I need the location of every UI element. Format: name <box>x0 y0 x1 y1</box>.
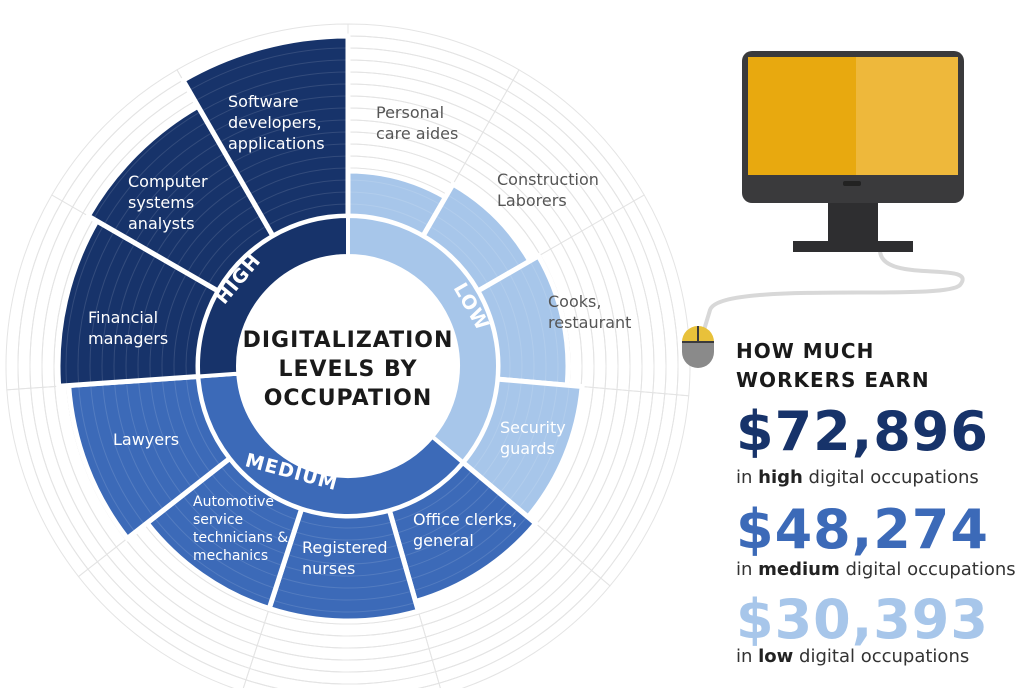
occupation-label: Security guards <box>500 418 566 458</box>
wheel-grid-ring <box>435 569 602 684</box>
wheel-title-line-2: LEVELS BY <box>278 357 417 382</box>
sector-grid <box>206 83 349 123</box>
earnings-heading-line-2: WORKERS EARN <box>736 368 930 392</box>
high-earnings-amount: $72,896 <box>736 400 989 463</box>
monitor-neck <box>828 203 878 241</box>
monitor-screen <box>748 57 856 175</box>
computer-mouse-icon <box>682 326 714 368</box>
sector-grid <box>266 203 349 227</box>
occupation-label: Lawyers <box>113 430 179 449</box>
medium-earnings-amount: $48,274 <box>736 498 989 561</box>
sector-grid <box>236 143 349 175</box>
occupation-label: Construction Laborers <box>497 170 599 210</box>
monitor-screen-highlight <box>856 57 958 175</box>
occupation-label: Automotive service technicians & mechanics <box>193 494 288 564</box>
sector-grid <box>248 167 349 195</box>
sector-grid <box>254 179 349 206</box>
wheel-grid-ring <box>581 392 666 572</box>
sector-grid <box>194 59 349 102</box>
sector-grid <box>230 131 349 164</box>
sector-grid <box>188 47 349 92</box>
sector-grid <box>224 119 349 154</box>
mouse-cable <box>702 249 965 331</box>
sector-grid <box>200 71 349 112</box>
high-earnings-description: in high digital occupations <box>736 467 979 488</box>
earnings-panel: HOW MUCH WORKERS EARN $72,896 in high di… <box>736 0 1024 688</box>
wheel-grid-ring <box>245 667 440 688</box>
low-earnings-description: in low digital occupations <box>736 646 970 667</box>
wheel-grid-ring <box>438 577 611 688</box>
earnings-heading: HOW MUCH WORKERS EARN <box>736 337 1006 395</box>
desktop-computer-icon <box>682 51 965 368</box>
sector-grid <box>242 155 349 185</box>
sector-grid <box>212 95 349 133</box>
sector-grid <box>260 191 349 216</box>
wheel-grid-ring <box>252 644 433 673</box>
wheel-title-line-3: OCCUPATION <box>264 386 433 411</box>
wheel-grid-ring <box>612 206 667 395</box>
earnings-heading-line-1: HOW MUCH <box>736 339 875 363</box>
monitor-button <box>843 181 861 186</box>
wheel-grid-ring <box>260 622 427 649</box>
wheel-center <box>238 256 458 476</box>
occupation-label: Financial managers <box>88 308 168 348</box>
occupation-label: Cooks, restaurant <box>548 292 631 332</box>
wheel-grid-ring <box>347 47 508 102</box>
wheel-grid-ring <box>249 656 437 685</box>
sector-grid <box>218 107 349 143</box>
occupation-label: Personal care aides <box>376 103 458 143</box>
wheel-grid-ring <box>256 633 430 661</box>
occupation-label: Computer systems analysts <box>128 172 208 233</box>
monitor-stand <box>793 241 913 252</box>
occupation-label: Office clerks, general <box>413 510 517 550</box>
medium-earnings-description: in medium digital occupations <box>736 559 1016 580</box>
occupation-label: Software developers, applications <box>228 92 325 153</box>
low-earnings-amount: $30,393 <box>736 588 989 651</box>
occupation-label: Registered nurses <box>302 538 388 578</box>
wheel-grid-ring <box>590 393 678 579</box>
wheel-title-line-1: DIGITALIZATION <box>243 328 454 353</box>
wheel-grid-ring <box>622 200 679 396</box>
wheel-grid-ring <box>347 35 514 92</box>
